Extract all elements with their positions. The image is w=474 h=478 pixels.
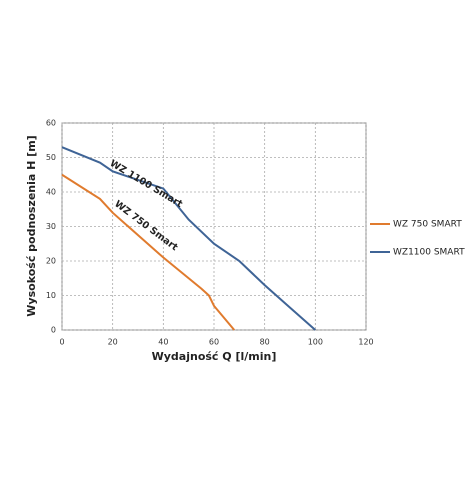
- legend-label: WZ 750 SMART: [393, 220, 462, 230]
- series-line: [61, 173, 236, 331]
- x-tick-label: 80: [260, 338, 270, 347]
- x-tick-label: 100: [308, 338, 323, 347]
- x-tick-label: 40: [158, 338, 168, 347]
- y-tick-label: 60: [46, 119, 56, 128]
- legend-label: WZ1100 SMART: [393, 248, 465, 258]
- series-line: [61, 146, 316, 331]
- x-tick-label: 0: [59, 338, 64, 347]
- y-tick-label: 40: [46, 188, 56, 197]
- y-tick-label: 50: [46, 153, 56, 162]
- y-tick-label: 20: [46, 257, 56, 266]
- x-tick-label: 60: [209, 338, 219, 347]
- y-tick-label: 30: [46, 222, 56, 231]
- x-tick-label: 120: [358, 338, 373, 347]
- x-tick-label: 20: [108, 338, 118, 347]
- y-axis-label: Wysokość podnoszenia H [m]: [25, 135, 38, 316]
- x-axis-label: Wydajność Q [l/min]: [152, 350, 277, 363]
- y-tick-label: 10: [46, 291, 56, 300]
- y-tick-label: 0: [51, 326, 56, 335]
